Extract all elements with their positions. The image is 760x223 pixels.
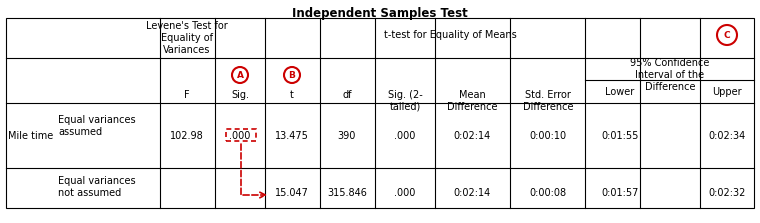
Text: 0:02:14: 0:02:14 bbox=[454, 131, 491, 141]
Text: .000: .000 bbox=[394, 188, 416, 198]
Text: Lower: Lower bbox=[606, 87, 635, 97]
Text: Equal variances
assumed: Equal variances assumed bbox=[58, 115, 135, 137]
Text: 0:00:10: 0:00:10 bbox=[530, 131, 566, 141]
Text: Equal variances
not assumed: Equal variances not assumed bbox=[58, 176, 135, 198]
Text: Mile time: Mile time bbox=[8, 131, 53, 141]
Text: 102.98: 102.98 bbox=[170, 131, 204, 141]
Text: t-test for Equality of Means: t-test for Equality of Means bbox=[384, 30, 516, 40]
Text: 0:02:34: 0:02:34 bbox=[708, 131, 746, 141]
Text: 0:00:08: 0:00:08 bbox=[530, 188, 566, 198]
Circle shape bbox=[284, 67, 300, 83]
Text: 315.846: 315.846 bbox=[327, 188, 367, 198]
Text: 390: 390 bbox=[337, 131, 356, 141]
Text: A: A bbox=[236, 70, 243, 80]
Text: 0:02:32: 0:02:32 bbox=[708, 188, 746, 198]
Text: Std. Error
Difference: Std. Error Difference bbox=[523, 90, 573, 112]
Text: Sig.: Sig. bbox=[231, 90, 249, 100]
Text: Independent Samples Test: Independent Samples Test bbox=[292, 6, 468, 19]
Text: B: B bbox=[289, 70, 296, 80]
Text: .000: .000 bbox=[230, 131, 251, 141]
Text: 95% Confidence
Interval of the
Difference: 95% Confidence Interval of the Differenc… bbox=[630, 58, 710, 92]
Text: Levene's Test for
Equality of
Variances: Levene's Test for Equality of Variances bbox=[146, 21, 228, 55]
Text: df: df bbox=[342, 90, 352, 100]
Text: 15.047: 15.047 bbox=[275, 188, 309, 198]
Text: t: t bbox=[290, 90, 294, 100]
Text: Mean
Difference: Mean Difference bbox=[447, 90, 497, 112]
Circle shape bbox=[232, 67, 248, 83]
Text: Upper: Upper bbox=[712, 87, 742, 97]
Bar bbox=[226, 129, 256, 141]
Text: .000: .000 bbox=[394, 131, 416, 141]
Text: F: F bbox=[184, 90, 190, 100]
Text: Sig. (2-
tailed): Sig. (2- tailed) bbox=[388, 90, 423, 112]
Text: 0:01:55: 0:01:55 bbox=[601, 131, 638, 141]
Text: 0:01:57: 0:01:57 bbox=[601, 188, 638, 198]
Text: C: C bbox=[724, 31, 730, 39]
Bar bbox=[6, 18, 754, 208]
Text: 0:02:14: 0:02:14 bbox=[454, 188, 491, 198]
Text: 13.475: 13.475 bbox=[275, 131, 309, 141]
Circle shape bbox=[717, 25, 737, 45]
